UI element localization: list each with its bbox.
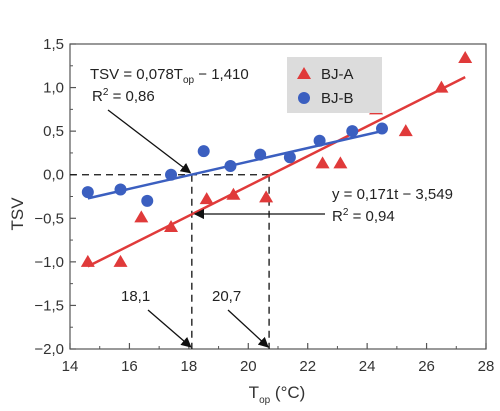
axes: 14 16 18 20 22 24 26 28−2,0−1,5−1,0−0,50,00,51,… [34, 36, 494, 375]
x-axis-title-sub: op [259, 395, 271, 406]
point-bj-b-0 [81, 186, 94, 199]
point-bj-a-2 [134, 210, 149, 223]
point-bj-a-8 [333, 156, 348, 169]
neutral-temp-bj-a-label: 20,7 [212, 288, 241, 305]
y-tick-label-1: −1,5 [34, 297, 64, 314]
x-tick-label-18: 18 [181, 358, 198, 375]
legend: BJ-A BJ-B [287, 57, 382, 113]
y-tick-label-6: 1,0 [43, 80, 64, 97]
r2-bj-b-sup: 2 [103, 87, 109, 98]
equation-bj-b-pre: TSV = 0,078T [90, 66, 183, 83]
y-tick-label-4: 0,0 [43, 167, 64, 184]
y-axis-title: TSV [8, 197, 27, 231]
arrow-to-bj-b-crossing [107, 109, 192, 174]
r2-bj-b-pre: R [92, 88, 103, 105]
r2-bj-b-post: = 0,86 [108, 88, 154, 105]
arrow-to-neutral-temp-bj-a [227, 309, 269, 348]
x-axis-title: Top (°C) [249, 383, 306, 406]
x-tick-label-16: 16 [121, 358, 138, 375]
point-bj-b-8 [313, 134, 326, 147]
r2-bj-a-pre: R [332, 208, 343, 225]
y-tick-label-0: −2,0 [34, 341, 64, 358]
r2-bj-b: R2 = 0,86 [92, 87, 155, 105]
annotations: TSV = 0,078Top − 1,410 R2 = 0,86 y = 0,1… [90, 66, 453, 348]
y-tick-label-3: −0,5 [34, 210, 64, 227]
y-tick-label-5: 0,5 [43, 123, 64, 140]
equation-bj-a: y = 0,171t − 3,549 [332, 186, 453, 203]
y-tick-label-7: 1,5 [43, 36, 64, 53]
x-axis-title-main: T [249, 383, 259, 402]
legend-marker-bj-b [298, 92, 310, 104]
point-bj-b-9 [346, 125, 359, 138]
equation-bj-b: TSV = 0,078Top − 1,410 [90, 66, 249, 86]
legend-marker-bj-a [297, 67, 311, 79]
legend-label-bj-a: BJ-A [321, 66, 354, 83]
point-bj-b-5 [224, 160, 237, 172]
x-tick-label-28: 28 [478, 358, 495, 375]
point-bj-a-10 [398, 124, 413, 137]
x-tick-label-24: 24 [359, 358, 376, 375]
fit-lines [87, 76, 466, 268]
point-bj-a-0 [80, 254, 95, 267]
point-bj-a-7 [315, 156, 330, 169]
point-bj-b-10 [376, 122, 388, 135]
fit-line-bj-a [87, 76, 466, 268]
equation-bj-b-post: − 1,410 [194, 66, 249, 83]
x-tick-label-26: 26 [418, 358, 435, 375]
point-bj-b-7 [283, 151, 296, 164]
y-tick-label-2: −1,0 [34, 254, 64, 271]
r2-bj-a-sup: 2 [343, 207, 349, 218]
data-points [80, 50, 473, 267]
point-bj-a-3 [164, 220, 179, 232]
x-tick-label-22: 22 [299, 358, 316, 375]
point-bj-b-2 [141, 194, 154, 207]
point-bj-b-1 [114, 183, 127, 196]
point-bj-a-4 [199, 192, 214, 205]
x-tick-label-14: 14 [62, 358, 79, 375]
r2-bj-a: R2 = 0,94 [332, 207, 395, 225]
point-bj-b-4 [197, 145, 210, 158]
point-bj-a-12 [458, 50, 473, 63]
equation-bj-b-sub: op [183, 75, 195, 86]
legend-label-bj-b: BJ-B [321, 90, 354, 107]
reference-lines [70, 174, 270, 349]
r2-bj-a-post: = 0,94 [348, 208, 394, 225]
x-axis-title-unit: (°C) [270, 383, 305, 402]
neutral-temp-bj-b-label: 18,1 [121, 288, 150, 305]
point-bj-a-6 [259, 190, 274, 203]
point-bj-b-3 [165, 168, 178, 181]
x-tick-label-20: 20 [240, 358, 257, 375]
arrow-to-neutral-temp-bj-b [147, 309, 192, 348]
point-bj-a-1 [113, 254, 128, 267]
point-bj-b-6 [254, 148, 267, 161]
point-bj-a-5 [226, 187, 241, 200]
point-bj-a-11 [434, 80, 449, 93]
